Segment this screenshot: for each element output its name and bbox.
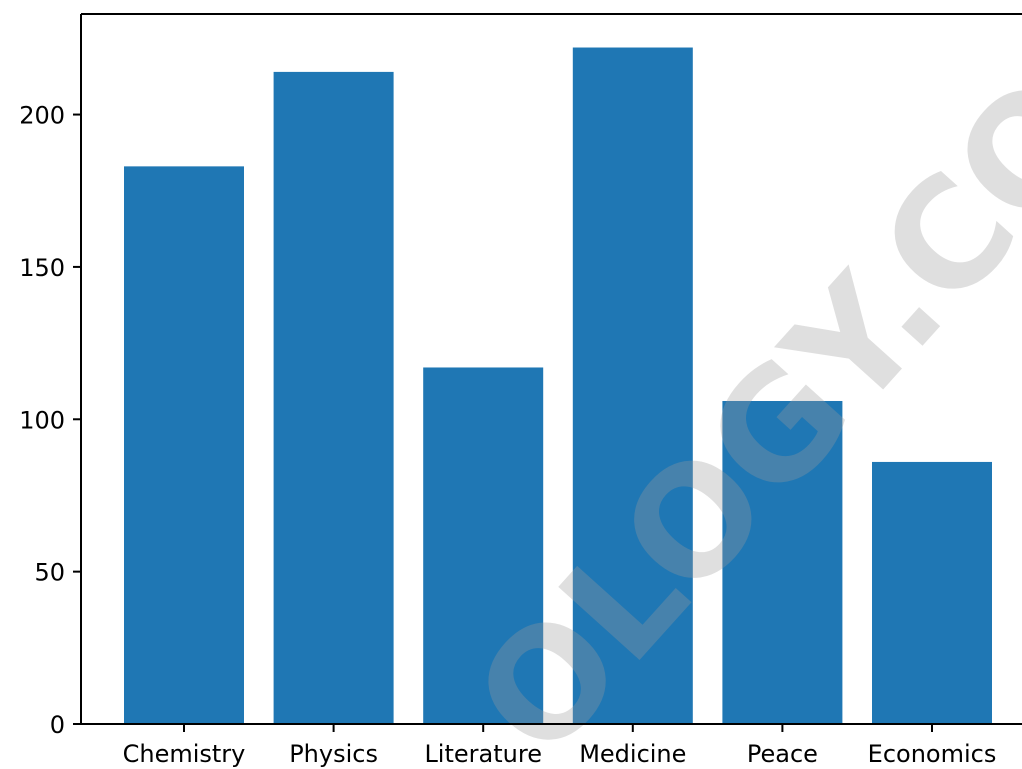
x-tick-label-economics: Economics xyxy=(868,740,997,768)
y-tick-label-150: 150 xyxy=(19,254,65,282)
y-ticks: 0 50 100 150 200 xyxy=(19,102,81,739)
bar-physics xyxy=(273,71,394,725)
x-tick-label-medicine: Medicine xyxy=(579,740,686,768)
y-tick-label-50: 50 xyxy=(34,559,65,587)
x-tick-label-physics: Physics xyxy=(289,740,378,768)
bar-chemistry xyxy=(124,166,244,724)
y-tick-label-100: 100 xyxy=(19,406,65,434)
x-tick-label-chemistry: Chemistry xyxy=(123,740,246,768)
bar-literature xyxy=(423,367,544,724)
x-ticks: Chemistry Physics Literature Medicine Peace E… xyxy=(123,724,997,768)
y-tick-label-200: 200 xyxy=(19,102,65,130)
bars-group xyxy=(124,47,992,725)
y-tick-label-0: 0 xyxy=(50,711,65,739)
bar-peace xyxy=(722,400,843,724)
x-tick-label-literature: Literature xyxy=(424,740,542,768)
bar-economics xyxy=(872,461,992,724)
axes xyxy=(80,13,1022,725)
x-tick-label-peace: Peace xyxy=(747,740,818,768)
bar-medicine xyxy=(572,47,693,725)
